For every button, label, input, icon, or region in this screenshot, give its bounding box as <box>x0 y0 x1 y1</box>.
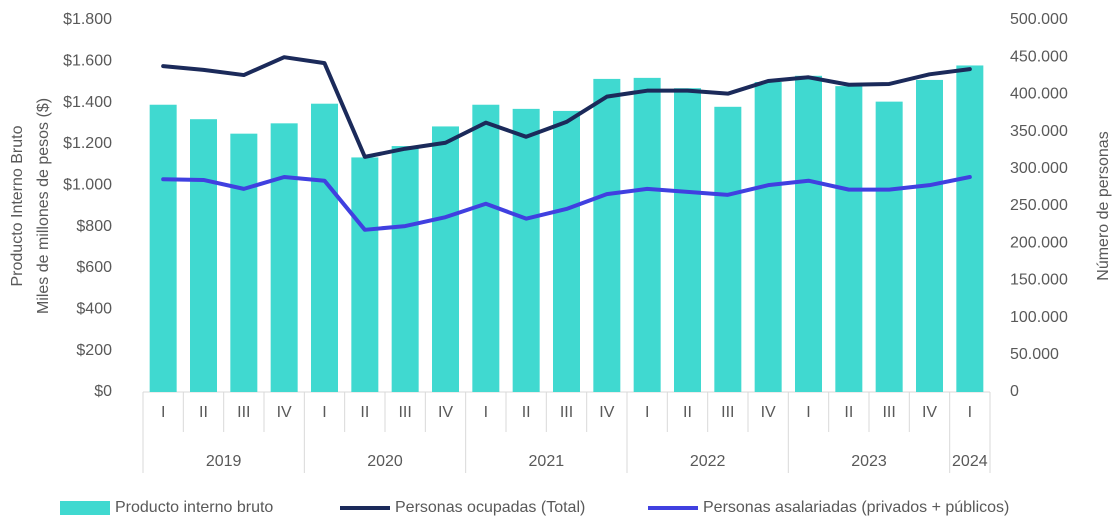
y-tick-label: $1.600 <box>63 53 112 70</box>
y-tick-label: $1.800 <box>63 11 112 28</box>
x-group-label: 2021 <box>529 453 565 470</box>
bar <box>593 78 621 393</box>
y2-tick-label: 250.000 <box>1010 197 1068 214</box>
bar <box>351 157 379 392</box>
x-tick-label: IV <box>599 404 614 421</box>
x-tick-label: II <box>844 404 853 421</box>
x-tick-label: II <box>522 404 531 421</box>
bar <box>795 75 822 393</box>
bar <box>553 110 580 392</box>
y-tick-label: $1.400 <box>63 94 112 111</box>
y-tick-label: $0 <box>94 383 112 400</box>
bar <box>391 146 419 392</box>
x-tick-label: I <box>161 404 165 421</box>
x-tick-label: IV <box>438 404 453 421</box>
y-axis-title: Miles de millones de pesos ($) <box>35 98 52 314</box>
x-tick-label: II <box>199 404 208 421</box>
bar <box>472 104 500 392</box>
bar <box>311 103 338 392</box>
bar <box>835 86 863 392</box>
legend-swatch <box>60 501 110 515</box>
x-tick-label: III <box>560 404 573 421</box>
legend-label: Producto interno bruto <box>115 499 273 516</box>
x-group-label: 2020 <box>367 453 403 470</box>
y-tick-label: $400 <box>76 301 112 318</box>
bar <box>916 79 943 392</box>
y-tick-label: $600 <box>76 259 112 276</box>
y2-tick-label: 450.000 <box>1010 48 1068 65</box>
bar <box>190 119 217 392</box>
line <box>161 55 972 159</box>
y2-tick-label: 150.000 <box>1010 272 1068 289</box>
bar <box>230 133 258 392</box>
y-tick-label: $1.000 <box>63 177 112 194</box>
bar <box>149 104 177 392</box>
y2-tick-label: 100.000 <box>1010 309 1068 326</box>
y2-tick-label: 500.000 <box>1010 11 1068 28</box>
bar <box>432 126 459 392</box>
legend-label: Personas ocupadas (Total) <box>395 499 585 516</box>
bar <box>956 65 984 392</box>
x-group-label: 2022 <box>690 453 726 470</box>
x-tick-label: III <box>882 404 895 421</box>
y-tick-label: $800 <box>76 218 112 235</box>
x-tick-label: I <box>484 404 488 421</box>
y-tick-label: $1.200 <box>63 135 112 152</box>
x-group-label: 2019 <box>206 453 242 470</box>
x-tick-label: I <box>322 404 326 421</box>
legend-label: Personas asalariadas (privados + público… <box>703 499 1009 516</box>
x-tick-label: III <box>237 404 250 421</box>
bar <box>270 123 298 392</box>
bar <box>512 108 540 392</box>
x-tick-label: IV <box>277 404 292 421</box>
bar <box>754 82 782 392</box>
bar <box>633 77 661 392</box>
y2-tick-label: 350.000 <box>1010 123 1068 140</box>
bar <box>714 106 742 393</box>
y2-tick-label: 300.000 <box>1010 160 1068 177</box>
y-tick-label: $200 <box>76 342 112 359</box>
y-axis-title: Producto Interno Bruto <box>9 125 26 286</box>
x-tick-label: I <box>806 404 810 421</box>
y2-tick-label: 50.000 <box>1010 346 1059 363</box>
y2-tick-label: 400.000 <box>1010 86 1068 103</box>
x-tick-label: II <box>360 404 369 421</box>
bar <box>674 88 701 392</box>
x-group-label: 2023 <box>851 453 887 470</box>
x-tick-label: III <box>721 404 734 421</box>
line <box>161 174 972 232</box>
x-tick-label: IV <box>922 404 937 421</box>
bar <box>875 101 903 392</box>
x-tick-label: IV <box>761 404 776 421</box>
x-tick-label: II <box>683 404 692 421</box>
x-tick-label: I <box>968 404 972 421</box>
y2-tick-label: 200.000 <box>1010 234 1068 251</box>
x-tick-label: I <box>645 404 649 421</box>
x-tick-label: III <box>398 404 411 421</box>
x-group-label: 2024 <box>952 453 988 470</box>
y2-axis-title: Número de personas <box>1095 131 1112 280</box>
y2-tick-label: 0 <box>1010 383 1019 400</box>
